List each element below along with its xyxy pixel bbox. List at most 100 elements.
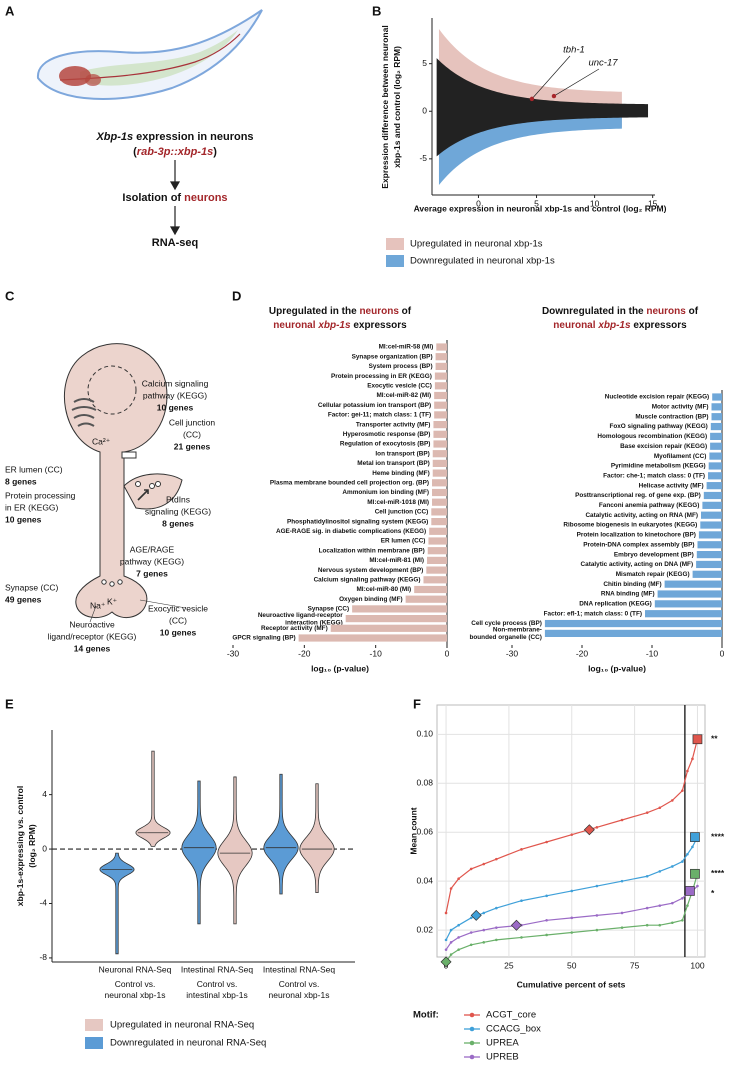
gene-count: 14 genes [74, 643, 111, 653]
panel-label: D [232, 288, 241, 303]
text-line: bounded organelle (CC) [469, 634, 541, 641]
y-tick-label: -4 [39, 898, 47, 908]
diagram-label: ER lumen (CC) [5, 464, 63, 474]
category-label: Helicase activity (MF) [639, 482, 704, 489]
violin [263, 773, 299, 895]
category-label: FoxO signaling pathway (KEGG) [609, 423, 707, 430]
category-label: Catalytic activity, acting on DNA (MF) [581, 561, 694, 568]
category-label: MI:cel-miR-1018 (MI) [367, 499, 429, 506]
series-point [620, 911, 624, 915]
y-tick-label: 0.04 [416, 875, 433, 885]
bar [431, 518, 447, 526]
series-point [495, 926, 498, 929]
x-tick-label: 25 [504, 960, 514, 970]
text-line: Control vs. [115, 979, 156, 989]
category-label: Phosphatidylinositol signaling system (K… [287, 518, 428, 525]
category-label: Plasma membrane bounded cell projection … [270, 479, 429, 486]
series-point [469, 931, 473, 934]
category-label: Protein localization to kinetochore (BP) [577, 532, 696, 539]
x-tick-label: -10 [646, 648, 659, 658]
bar [709, 452, 722, 460]
text-line: Expression difference between neuronal [380, 25, 390, 188]
series-point [495, 857, 498, 861]
bar [434, 372, 447, 380]
bar [434, 391, 447, 400]
category-label: Exocytic vesicle (CC) [367, 382, 432, 389]
legend-swatch [386, 255, 404, 267]
diagram-label: PtdIns [166, 494, 190, 504]
significance-label: **** [711, 831, 725, 841]
category-label: Homologous recombination (KEGG) [597, 433, 707, 440]
series-point [457, 936, 460, 939]
y-tick-label: 0.10 [416, 729, 433, 739]
x-axis-title: Average expression in neuronal xbp-1s an… [414, 203, 667, 213]
bar [710, 442, 722, 450]
x-axis-title: log₁₀ (p-value) [311, 663, 369, 673]
legend-swatch [386, 238, 404, 250]
segmented-text: (rab-3p::xbp-1s) [133, 146, 217, 158]
category-label: GPCR signaling (BP) [232, 635, 295, 642]
segmented-text: Isolation of neurons [122, 192, 227, 204]
y-axis-title: Mean count [408, 807, 418, 854]
highlight-diamond [470, 909, 482, 921]
series-point [457, 948, 460, 951]
text-line: intestinal xbp-1s [186, 990, 247, 1000]
bar [708, 472, 722, 480]
title-part: of [399, 306, 412, 317]
series-point [595, 826, 599, 829]
category-label: Transporter activity (MF) [356, 421, 431, 428]
text-part: ) [213, 146, 217, 158]
gene-count: 10 genes [5, 514, 42, 524]
text-line: neuronal xbp-1s [269, 990, 330, 1000]
category-label: Muscle contraction (BP) [635, 413, 708, 420]
point-cloud-area [436, 58, 649, 157]
series-point [691, 757, 694, 761]
category-label: Catalytic activity, acting on RNA (MF) [585, 512, 698, 519]
title-part: neuronal [553, 320, 598, 331]
text-part: expression in neurons [133, 131, 253, 143]
category-label: MI:cel-miR-82 (MI) [376, 392, 431, 399]
bar [429, 527, 447, 535]
gene-count: 49 genes [5, 594, 42, 604]
series-point [658, 870, 662, 873]
violin [99, 852, 135, 955]
category-label: Calcium signaling pathway (KEGG) [314, 576, 421, 583]
series-line [445, 873, 699, 963]
diagram-label: AGE/RAGE [130, 544, 175, 554]
series-point [686, 852, 689, 856]
text-line: xbp-1s and control (log₂ RPM) [392, 46, 402, 168]
category-label: Regulation of exocytosis (BP) [340, 441, 431, 448]
legend-swatch [85, 1037, 103, 1049]
text-part: rab-3p::xbp-1s [137, 146, 213, 158]
title-part: Downregulated in the [542, 306, 646, 317]
x-tick-label: 15 [648, 198, 658, 208]
category-label: Myofilament (CC) [654, 453, 707, 460]
ion-label: Na⁺ [90, 600, 106, 610]
title-part: xbp-1s [597, 320, 631, 331]
category-label: Cell cycle process (BP) [471, 620, 542, 627]
category-label: Ribosome biogenesis in eukaryotes (KEGG) [563, 522, 697, 529]
chart-title: neuronal xbp-1s expressors [273, 320, 407, 331]
arrow-head [169, 226, 181, 236]
x-tick-label: -20 [298, 648, 311, 658]
series-point [520, 899, 523, 903]
series-point [671, 865, 674, 868]
category-label: MI:cel-miR-58 (MI) [379, 344, 434, 351]
series-point [520, 936, 523, 939]
y-tick-label: -8 [39, 952, 47, 962]
series-point [671, 921, 674, 925]
category-label: Ion transport (BP) [375, 450, 429, 457]
violin [299, 783, 335, 894]
series-point [658, 904, 662, 907]
x-axis-title: log₁₀ (p-value) [588, 663, 646, 673]
bar [432, 488, 447, 497]
y-tick-label: 5 [422, 58, 427, 68]
point-cloud [436, 28, 649, 185]
vesicle [101, 579, 107, 585]
text-part: Isolation of [122, 192, 184, 204]
text-line: Control vs. [197, 979, 238, 989]
series-point [482, 941, 486, 944]
method-label: RNA-seq [152, 237, 198, 249]
bar [434, 382, 447, 390]
